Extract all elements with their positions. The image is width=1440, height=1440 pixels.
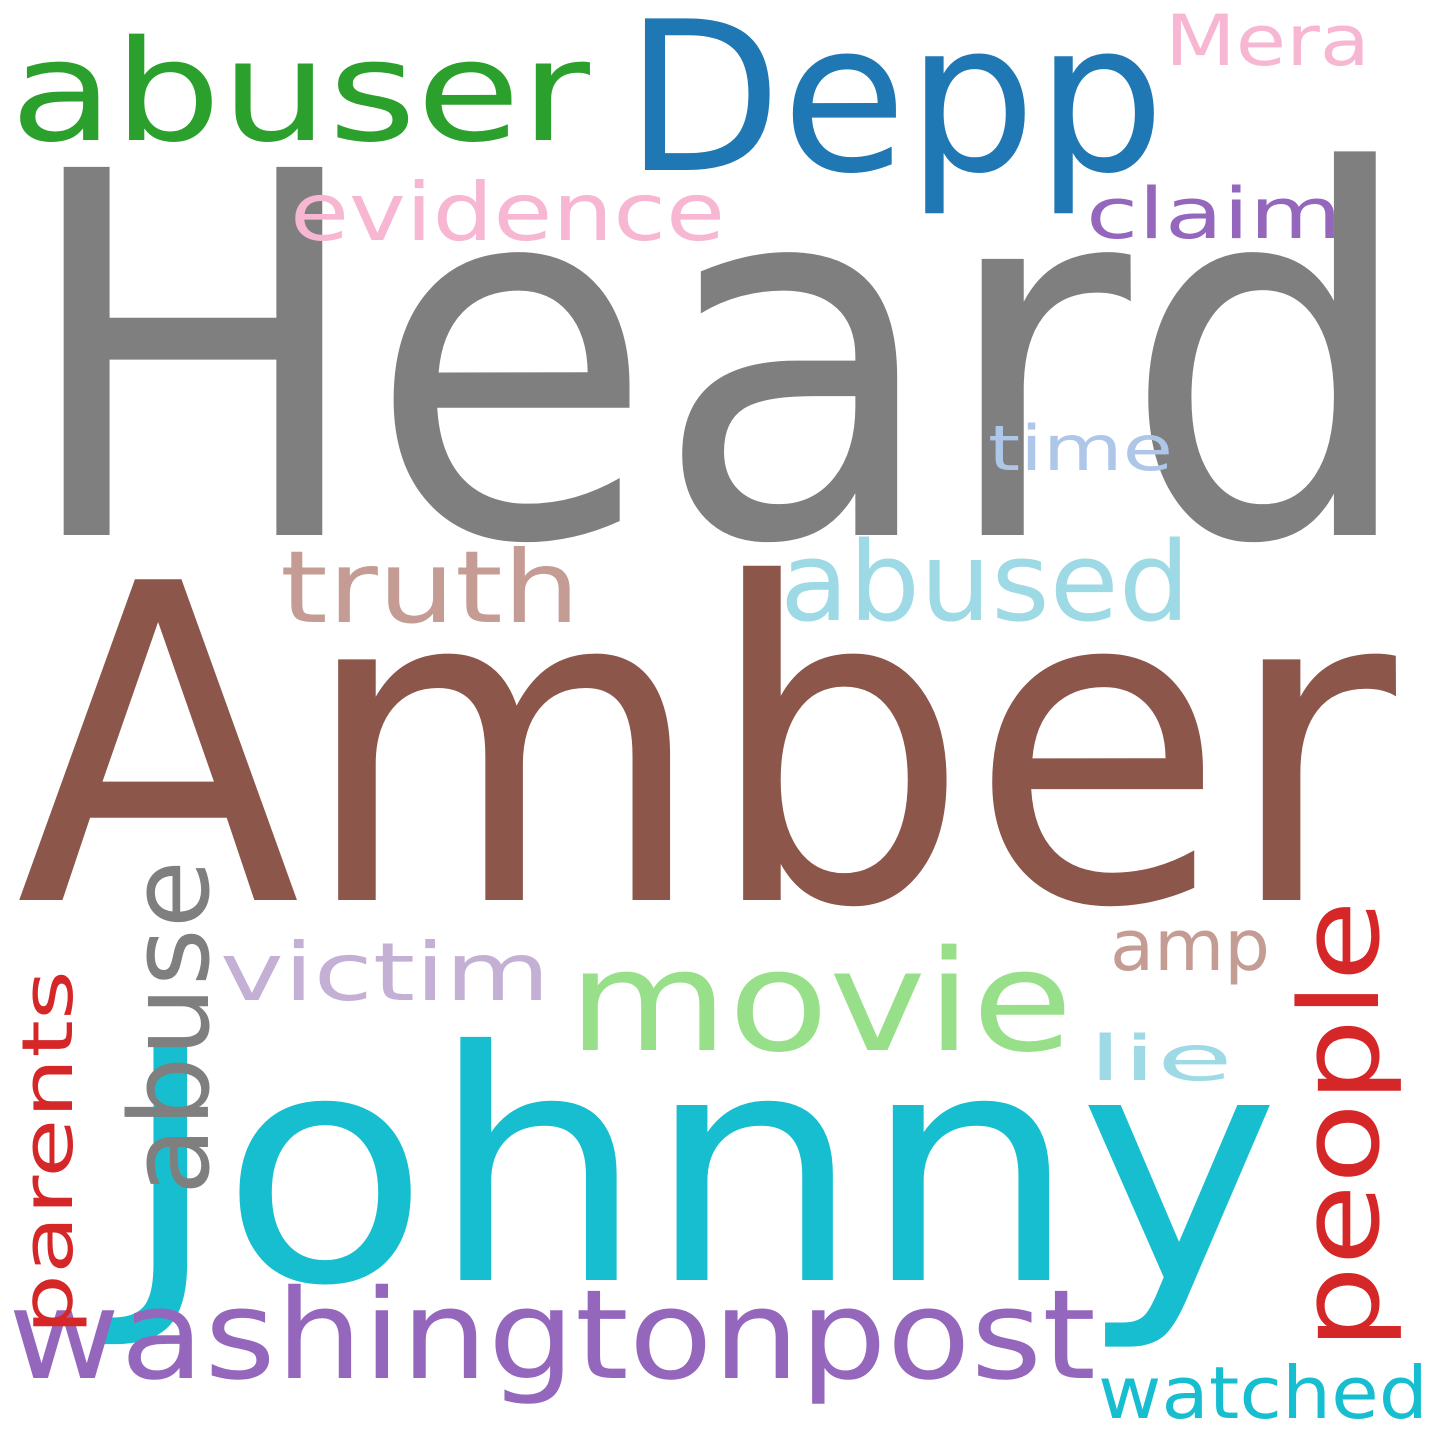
word-claim: claim	[1086, 173, 1342, 255]
word-parents: parents	[7, 970, 89, 1335]
word-abuser: abuser	[10, 11, 591, 174]
word-watched: watched	[1098, 1351, 1428, 1435]
word-depp: Depp	[625, 0, 1165, 220]
word-heard: Heard	[18, 67, 1418, 655]
word-victim: victim	[220, 926, 550, 1019]
word-washingtonpost: washingtonpost	[8, 1264, 1096, 1408]
word-amber: Amber	[16, 492, 1400, 1004]
word-abuse: abuse	[106, 860, 234, 1195]
word-johnny: Johnny	[99, 984, 1280, 1356]
word-truth: truth	[280, 529, 580, 646]
word-evidence: evidence	[290, 166, 725, 259]
word-movie: movie	[568, 921, 1073, 1084]
word-lie: lie	[1088, 1022, 1233, 1095]
word-abused: abused	[780, 518, 1190, 646]
word-mera: Mera	[1165, 0, 1370, 82]
word-people: people	[1276, 900, 1404, 1350]
word-time: time	[988, 412, 1173, 485]
word-amp: amp	[1110, 905, 1270, 987]
